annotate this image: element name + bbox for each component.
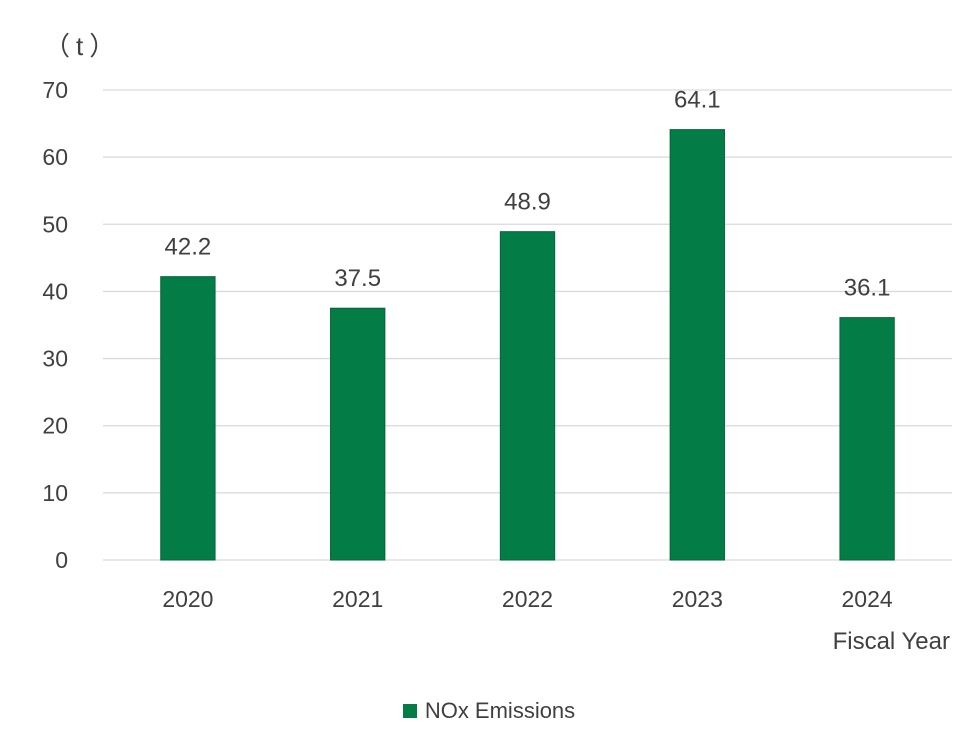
y-tick-label: 70 (42, 77, 68, 103)
x-tick-label-2020: 2020 (162, 586, 213, 612)
x-tick-label-2022: 2022 (502, 586, 553, 612)
data-label-2024: 36.1 (844, 275, 891, 302)
x-tick-label-2023: 2023 (672, 586, 723, 612)
y-tick-label: 0 (55, 547, 68, 573)
y-axis-unit-label: （t） (44, 31, 122, 61)
bar-2023 (669, 129, 725, 561)
y-tick-label: 60 (42, 144, 68, 170)
y-axis-ticks: 0 10 20 30 40 50 60 70 (42, 77, 68, 573)
y-tick-label: 30 (42, 346, 68, 372)
y-tick-label: 10 (42, 480, 68, 506)
legend-swatch (402, 704, 417, 718)
x-axis-ticks: 2020 2021 2022 2023 2024 (162, 586, 893, 612)
x-tick-label-2024: 2024 (842, 586, 893, 612)
bar-2024 (839, 317, 895, 561)
x-axis-title: Fiscal Year (832, 628, 950, 655)
bar-2020 (160, 276, 216, 561)
y-tick-label: 50 (42, 211, 68, 237)
data-label-2022: 48.9 (504, 189, 551, 216)
y-tick-label: 40 (42, 278, 68, 304)
bar-2022 (499, 231, 556, 561)
y-tick-label: 20 (42, 413, 68, 439)
legend-label: NOx Emissions (424, 698, 576, 723)
data-labels: 42.2 37.5 48.9 64.1 36.1 (165, 87, 891, 302)
data-label-2020: 42.2 (165, 234, 212, 261)
data-label-2023: 64.1 (674, 87, 721, 114)
x-tick-label-2021: 2021 (332, 586, 383, 612)
bars (160, 129, 895, 561)
legend: NOx Emissions (0, 698, 978, 724)
data-label-2021: 37.5 (334, 265, 381, 292)
bar-2021 (330, 307, 386, 561)
